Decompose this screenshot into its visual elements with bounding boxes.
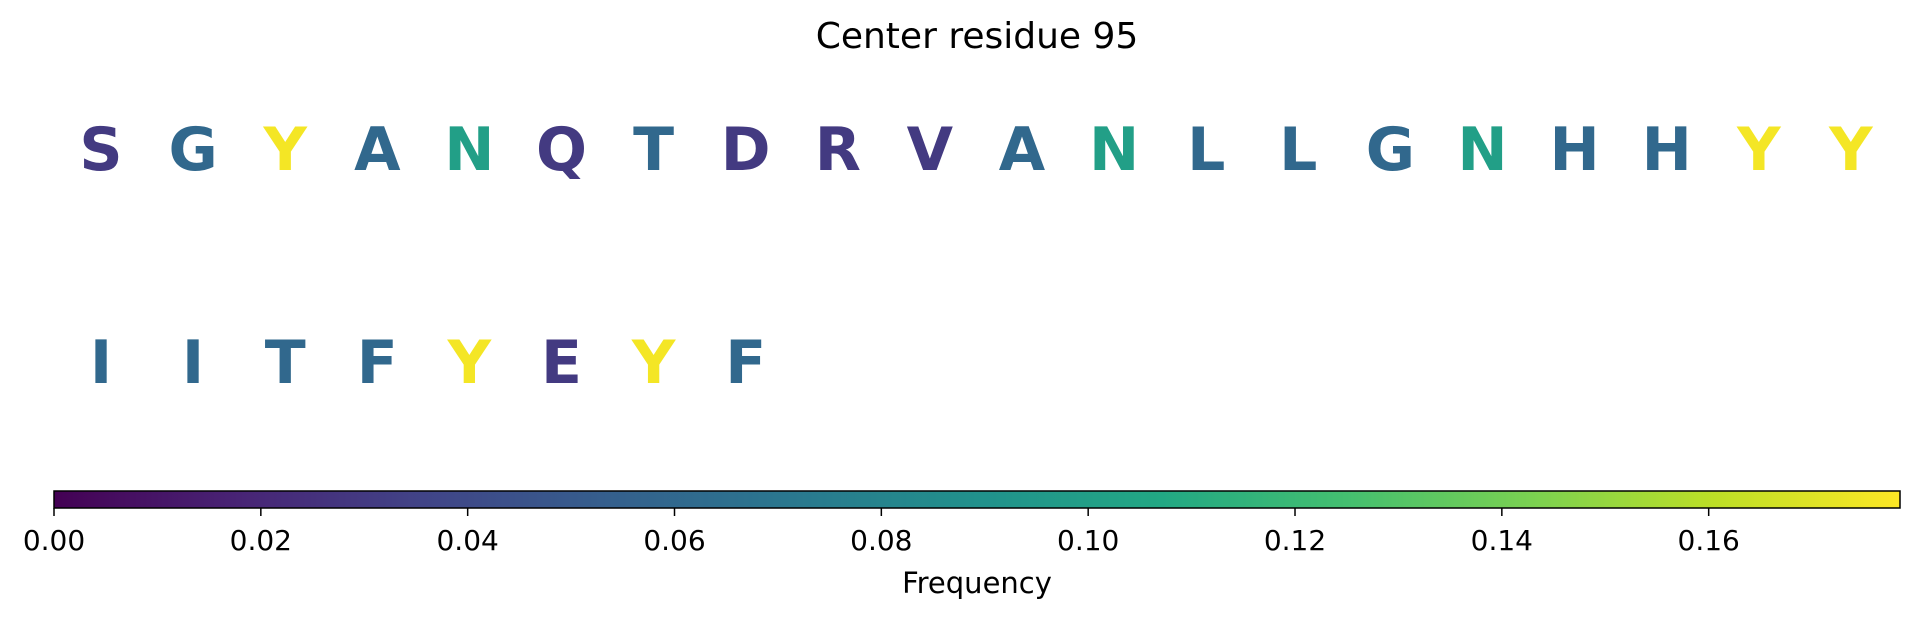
residue-letter: Y (631, 328, 677, 398)
colorbar-tick-label: 0.16 (1678, 524, 1740, 557)
residue-letter: Y (447, 328, 493, 398)
colorbar-tick-label: 0.04 (436, 524, 498, 557)
residue-letter: Y (262, 115, 308, 185)
chart-title: Center residue 95 (816, 16, 1139, 57)
residue-letter: H (1549, 115, 1599, 185)
residue-letter: S (79, 115, 122, 185)
residue-letters: S G Y A N Q T D R V A N L L G N H H Y YI I T F Y E Y F (79, 115, 1874, 398)
residue-letter: Y (1736, 115, 1782, 185)
residue-letter: H (1642, 115, 1692, 185)
residue-letter: N (444, 115, 494, 185)
residue-letter: A (999, 115, 1046, 185)
colorbar-frame (53, 490, 1901, 509)
residue-letter: Q (536, 115, 587, 185)
residue-letter: N (1457, 115, 1507, 185)
residue-letter: T (633, 115, 674, 185)
colorbar-tick-label: 0.02 (230, 524, 292, 557)
residue-letter: V (907, 115, 954, 185)
colorbar-tick-label: 0.12 (1264, 524, 1326, 557)
residue-letter: L (1187, 115, 1225, 185)
residue-letter: D (721, 115, 771, 185)
residue-letter: N (1089, 115, 1139, 185)
residue-letter: I (90, 328, 112, 398)
residue-letter: L (1279, 115, 1317, 185)
residue-letter: F (725, 328, 766, 398)
residue-letter: I (182, 328, 204, 398)
residue-letter: Y (1828, 115, 1874, 185)
colorbar-tick-label: 0.14 (1471, 524, 1533, 557)
colorbar (54, 491, 1900, 508)
colorbar-tick-label: 0.10 (1057, 524, 1119, 557)
residue-letter: R (815, 115, 861, 185)
colorbar-tick-label: 0.00 (23, 524, 85, 557)
colorbar-ticks: 0.00 0.02 0.04 0.06 0.08 0.10 0.12 0.14 0.16 (23, 508, 1740, 557)
residue-letter: T (265, 328, 306, 398)
residue-letter: G (168, 115, 217, 185)
residue-letter: G (1366, 115, 1415, 185)
residue-letter: A (354, 115, 401, 185)
residue-letter: E (541, 328, 582, 398)
colorbar-label: Frequency (902, 566, 1052, 600)
residue-letter: F (357, 328, 398, 398)
colorbar-tick-label: 0.06 (643, 524, 705, 557)
colorbar-tick-label: 0.08 (850, 524, 912, 557)
